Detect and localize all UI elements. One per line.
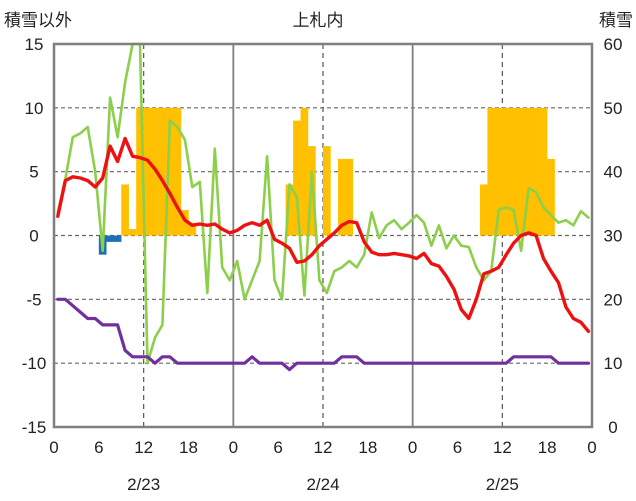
left-tick-label: 5 [29, 163, 38, 182]
temperature-line [56, 136, 591, 333]
x-tick-label: 18 [179, 438, 198, 457]
left-tick-label: 10 [25, 99, 44, 118]
snow-depth-bar [345, 158, 354, 236]
day-labels: 2/23 2/24 2/25 [127, 475, 519, 494]
negative-bar [106, 235, 114, 242]
x-tick-label: 18 [538, 438, 557, 457]
x-tick-label: 12 [493, 438, 512, 457]
snow-depth-bar [136, 107, 144, 236]
snow-depth-bar [293, 120, 301, 236]
snow-depth-bar [300, 107, 309, 236]
snow-depth-bar [494, 107, 503, 236]
day-label: 2/23 [127, 475, 160, 494]
x-tick-label: 12 [314, 438, 333, 457]
x-tick-label: 12 [134, 438, 153, 457]
right-axis-label: 積雪 [599, 11, 633, 31]
snow-depth-bar [285, 184, 294, 236]
snow-depth-bar [337, 158, 346, 236]
snow-depth-bar [487, 107, 496, 236]
snow-depth-bar [181, 209, 189, 236]
right-tick-label: 0 [608, 418, 617, 437]
snow-depth-bar [323, 146, 331, 236]
snow-depth-bar [173, 107, 182, 236]
right-tick-label: 20 [604, 290, 623, 309]
snow-depth-bar [479, 184, 488, 236]
left-axis-label: 積雪以外 [4, 11, 72, 31]
x-tick-label: 0 [587, 438, 596, 457]
x-tick-label: 18 [358, 438, 377, 457]
plot-frame [52, 42, 594, 429]
left-tick-label: -10 [22, 354, 47, 373]
snow-depth-bar [517, 107, 525, 236]
purple-series-line [56, 297, 591, 372]
right-tick-label: 40 [604, 163, 623, 182]
left-tick-label: 15 [25, 35, 44, 54]
right-ticks: 60 50 40 30 20 10 0 [604, 35, 623, 437]
day-label: 2/24 [306, 475, 339, 494]
left-tick-label: -15 [22, 418, 47, 437]
right-tick-label: 50 [604, 99, 623, 118]
snow-depth-bar [128, 229, 137, 236]
day-label: 2/25 [486, 475, 519, 494]
x-tick-label: 6 [273, 438, 282, 457]
right-tick-label: 60 [604, 35, 623, 54]
snow-depth-bar [539, 107, 548, 236]
snow-depth-bar [121, 184, 129, 236]
snow-depth-bar [524, 107, 533, 236]
snow-depth-bar [166, 107, 174, 236]
x-tick-label: 6 [453, 438, 462, 457]
snow-depth-bar [502, 107, 511, 236]
negative-bar [113, 235, 122, 242]
left-tick-label: -5 [26, 290, 41, 309]
snow-depth-bar [158, 107, 167, 236]
x-tick-label: 6 [94, 438, 103, 457]
snow-depth-bar [188, 222, 197, 236]
snow-depth-bar [532, 107, 540, 236]
snow-depth-bar [509, 107, 518, 236]
green-series-line [56, 42, 590, 365]
snow-depth-bar [143, 107, 152, 236]
right-tick-label: 10 [604, 354, 623, 373]
snow-depth-bar [547, 158, 555, 236]
left-ticks: 15 10 5 0 -5 -10 -15 [22, 35, 47, 437]
right-tick-label: 30 [604, 227, 623, 246]
x-tick-label: 0 [229, 438, 238, 457]
x-tick-label: 0 [408, 438, 417, 457]
lines [56, 42, 591, 372]
x-ticks: 0 6 12 18 0 6 12 18 0 6 12 18 0 [49, 438, 596, 457]
x-tick-label: 0 [49, 438, 58, 457]
left-tick-label: 0 [29, 227, 38, 246]
chart-title: 上札内 [293, 11, 344, 31]
